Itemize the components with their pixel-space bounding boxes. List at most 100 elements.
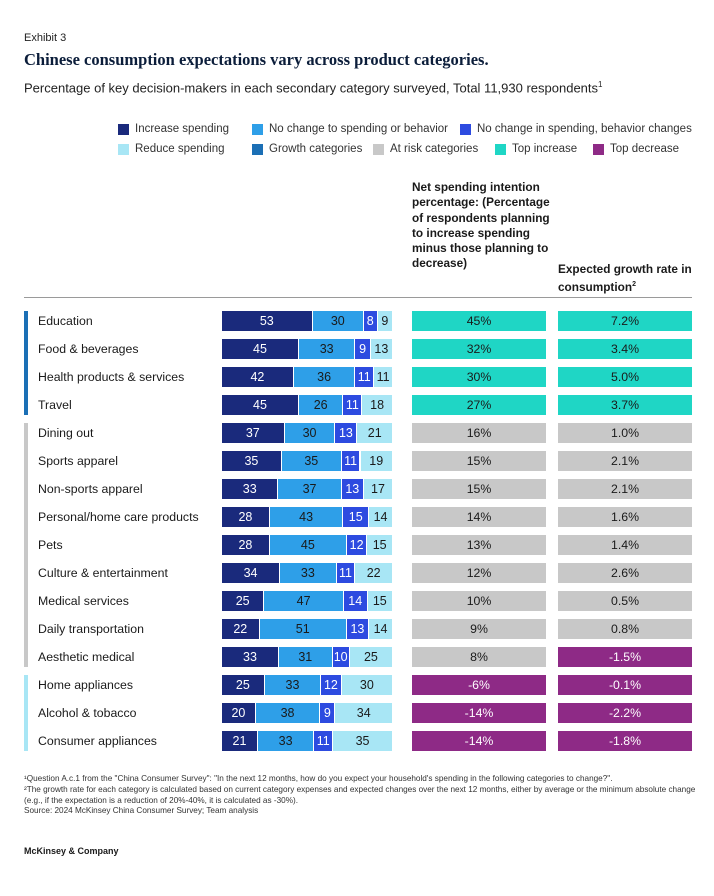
bar-segment-reduce: 9 — [377, 311, 393, 331]
bar-segment-no-change: 33 — [298, 339, 356, 359]
bar-segment-behavior-change: 11 — [343, 395, 363, 415]
bar-segment-no-change: 30 — [312, 311, 364, 331]
group-indicator-growth — [24, 311, 28, 415]
bar-segment-no-change: 45 — [269, 535, 347, 555]
subtitle-footnote-mark: 1 — [598, 80, 603, 89]
footnote-1: ¹Question A.c.1 from the "China Consumer… — [24, 774, 613, 783]
category-label: Consumer appliances — [38, 734, 157, 748]
bar-segment-no-change: 33 — [280, 563, 337, 583]
bar-segment-reduce: 17 — [363, 479, 393, 499]
bar-segment-behavior-change: 10 — [332, 647, 350, 667]
chart-rows: Education 53 30 8 9 45% 7.2% Food & beverages 45… — [24, 311, 692, 751]
header-divider — [24, 297, 692, 298]
category-label: Sports apparel — [38, 454, 118, 468]
net-spending-cell: 45% — [412, 311, 546, 331]
growth-rate-cell: 2.1% — [558, 451, 692, 471]
net-spending-cell: -14% — [412, 703, 546, 723]
growth-rate-cell: 1.0% — [558, 423, 692, 443]
bar-segment-increase: 33 — [222, 479, 279, 499]
growth-header-footnote-mark: 2 — [632, 281, 636, 289]
net-spending-cell: -6% — [412, 675, 546, 695]
category-label: Aesthetic medical — [38, 650, 135, 664]
category-label: Non-sports apparel — [38, 482, 143, 496]
growth-rate-cell: 3.7% — [558, 395, 692, 415]
bar-segment-reduce: 11 — [374, 367, 393, 387]
growth-header-text: Expected growth rate in consumption — [558, 262, 692, 295]
category-label: Home appliances — [38, 678, 134, 692]
growth-rate-cell: 3.4% — [558, 339, 692, 359]
category-label: Personal/home care products — [38, 510, 199, 524]
bar-segment-behavior-change: 15 — [343, 507, 370, 527]
category-label: Daily transportation — [38, 622, 144, 636]
bar-segment-no-change: 31 — [279, 647, 333, 667]
net-spending-cell: 15% — [412, 479, 546, 499]
bar-segment-behavior-change: 13 — [335, 423, 358, 443]
footnotes: ¹Question A.c.1 from the "China Consumer… — [24, 774, 696, 817]
growth-rate-cell: -0.1% — [558, 675, 692, 695]
category-label: Travel — [38, 398, 72, 412]
growth-rate-cell: 0.5% — [558, 591, 692, 611]
chart-title: Chinese consumption expectations vary ac… — [24, 50, 489, 69]
bar-segment-no-change: 33 — [264, 675, 322, 695]
bar-segment-no-change: 51 — [259, 619, 347, 639]
bar-segment-reduce: 30 — [341, 675, 393, 695]
bar-segment-behavior-change: 9 — [355, 339, 371, 359]
category-label: Pets — [38, 538, 63, 552]
footnote-source: Source: 2024 McKinsey China Consumer Sur… — [24, 806, 259, 816]
bar-segment-no-change: 35 — [281, 451, 342, 471]
growth-rate-cell: 7.2% — [558, 311, 692, 331]
bar-segment-behavior-change: 11 — [314, 731, 334, 751]
bar-segment-increase: 53 — [222, 311, 313, 331]
growth-rate-cell: 1.6% — [558, 507, 692, 527]
net-spending-cell: 27% — [412, 395, 546, 415]
bar-segment-behavior-change: 13 — [341, 479, 364, 499]
bar-segment-reduce: 15 — [367, 591, 393, 611]
growth-rate-cell: 0.8% — [558, 619, 692, 639]
bar-segment-increase: 37 — [222, 423, 285, 443]
bar-segment-no-change: 36 — [293, 367, 356, 387]
bar-segment-increase: 28 — [222, 535, 270, 555]
bar-segment-behavior-change: 11 — [355, 367, 375, 387]
footnote-2: ²The growth rate for each category is ca… — [24, 784, 696, 805]
growth-rate-cell: 2.1% — [558, 479, 692, 499]
bar-segment-increase: 34 — [222, 563, 281, 583]
subtitle-text: Percentage of key decision-makers in eac… — [24, 80, 599, 96]
bar-segment-increase: 22 — [222, 619, 260, 639]
bar-segment-reduce: 34 — [335, 703, 393, 723]
bar-segment-behavior-change: 12 — [346, 535, 368, 555]
bar-segment-reduce: 19 — [360, 451, 393, 471]
growth-rate-cell: 1.4% — [558, 535, 692, 555]
growth-rate-column-header: Expected growth rate in consumption2 — [558, 262, 708, 296]
bar-segment-no-change: 33 — [257, 731, 315, 751]
growth-rate-cell: 5.0% — [558, 367, 692, 387]
growth-rate-cell: 2.6% — [558, 563, 692, 583]
bar-segment-no-change: 26 — [298, 395, 344, 415]
exhibit-label: Exhibit 3 — [24, 32, 67, 44]
net-spending-cell: 9% — [412, 619, 546, 639]
net-spending-cell: 30% — [412, 367, 546, 387]
bar-segment-no-change: 30 — [284, 423, 336, 443]
bar-segment-increase: 42 — [222, 367, 294, 387]
net-spending-cell: 15% — [412, 451, 546, 471]
bar-segment-behavior-change: 9 — [320, 703, 336, 723]
net-spending-column-header: Net spending intention percentage: (Perc… — [412, 180, 550, 271]
category-label: Health products & services — [38, 370, 185, 384]
bar-segment-no-change: 47 — [264, 591, 344, 611]
bar-segment-increase: 21 — [222, 731, 258, 751]
bar-segment-reduce: 21 — [357, 423, 393, 443]
bar-segment-increase: 20 — [222, 703, 256, 723]
net-spending-cell: 14% — [412, 507, 546, 527]
group-indicator-at_risk — [24, 423, 28, 667]
bar-segment-behavior-change: 11 — [336, 563, 356, 583]
bar-segment-reduce: 25 — [349, 647, 393, 667]
bar-segment-increase: 28 — [222, 507, 270, 527]
category-label: Dining out — [38, 426, 94, 440]
bar-segment-behavior-change: 13 — [346, 619, 370, 639]
bar-segment-reduce: 13 — [370, 339, 393, 359]
bar-segment-increase: 25 — [222, 591, 265, 611]
category-label: Medical services — [38, 594, 129, 608]
bar-segment-increase: 33 — [222, 647, 279, 667]
bar-segment-increase: 35 — [222, 451, 282, 471]
bar-segment-behavior-change: 11 — [341, 451, 361, 471]
growth-rate-cell: -1.5% — [558, 647, 692, 667]
